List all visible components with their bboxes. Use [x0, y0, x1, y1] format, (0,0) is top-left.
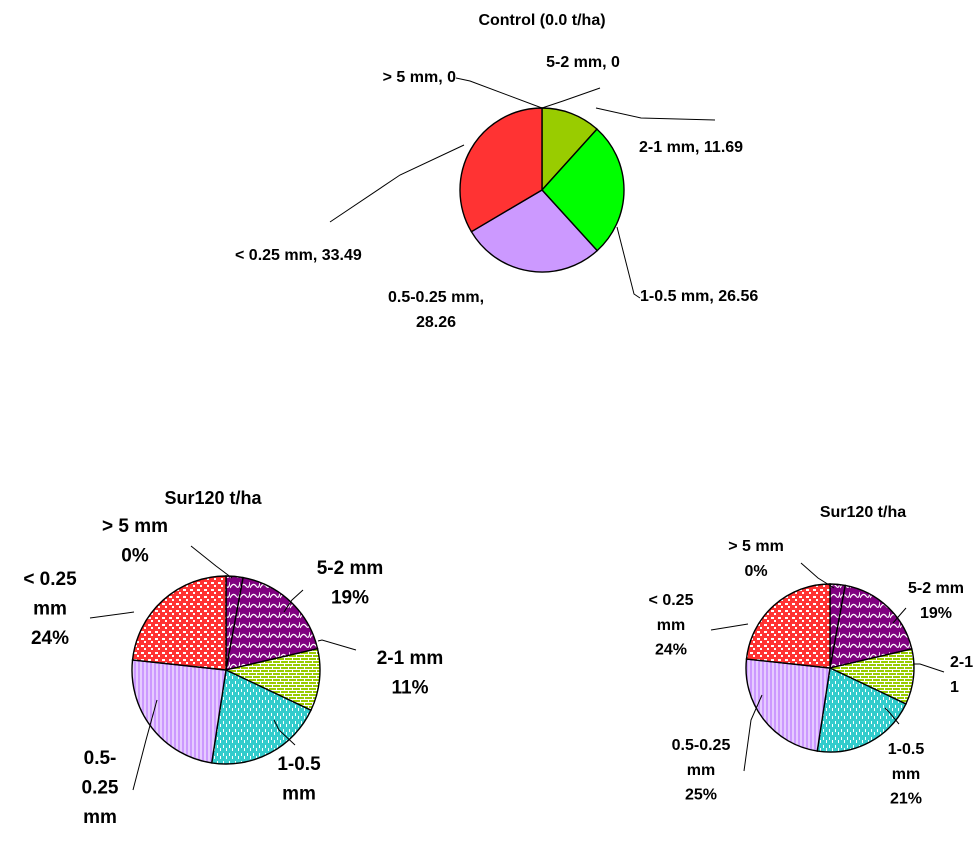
data-label-0-5-0-25-mm: 0.25 [82, 777, 119, 798]
leader-line-1-0-5-mm [616, 226, 641, 299]
data-label-2-1-mm: 2-1 mm [377, 648, 444, 669]
data-label-lt-0-25-mm: < 0.25 mm, 33.49 [235, 247, 362, 264]
data-label-2-1-mm: 2-1 mm, 11.69 [639, 139, 743, 156]
leader-line-0-5-0-25-mm [743, 694, 763, 772]
data-label-lt-0-25-mm: mm [33, 598, 67, 619]
leader-line-1-0-5-mm [884, 707, 900, 725]
data-label-lt-0-25-mm: < 0.25 [649, 592, 694, 609]
data-label-lt-0-25-mm: 24% [31, 628, 69, 649]
pie-slice-1-0-5-mm [210, 668, 312, 765]
leader-line-0-5-0-25-mm [132, 699, 158, 791]
chart-title: Control (0.0 t/ha) [478, 12, 605, 29]
leader-line-gt-5-mm [800, 562, 835, 589]
data-label-gt-5-mm: 0% [744, 563, 767, 580]
pie-slice-0-5-0-25-mm [470, 189, 599, 273]
data-label-1-0-5-mm: mm [282, 783, 316, 804]
data-label-0-5-0-25-mm: mm [83, 807, 117, 828]
data-label-5-2-mm: 19% [920, 605, 952, 622]
leader-line-2-1-mm [913, 663, 945, 673]
data-label-lt-0-25-mm: mm [657, 617, 685, 634]
pie-slice-0-5-0-25-mm [745, 658, 831, 752]
pie-slice-lt-0-25-mm [745, 583, 831, 669]
pie-slice-lt-0-25-mm [459, 107, 543, 233]
data-label-lt-0-25-mm: < 0.25 [23, 569, 77, 590]
leader-line-gt-5-mm [455, 77, 543, 109]
pie-slice-0-5-0-25-mm [131, 659, 227, 764]
leader-line-1-0-5-mm [273, 719, 296, 746]
data-label-1-0-5-mm: 1-0.5 mm, 26.56 [640, 288, 758, 305]
pie-slice-lt-0-25-mm [131, 575, 227, 671]
data-label-0-5-0-25-mm: 0.5-0.25 mm, [388, 289, 484, 306]
data-label-1-0-5-mm: 1-0.5 [888, 741, 925, 758]
data-label-0-5-0-25-mm: 0.5-0.25 [672, 737, 731, 754]
data-label-5-2-mm: 19% [331, 587, 369, 608]
pie-chart-2: Sur120 t/ha > 5 mm 0% 5-2 mm 19% 2-1 mm 11% 1-0… [23, 488, 443, 828]
pie-slice-1-0-5-mm [816, 666, 907, 753]
data-label-2-1-mm: 11% [392, 677, 429, 698]
data-label-0-5-0-25-mm: 0.5- [84, 748, 117, 769]
leader-line-lt-0-25-mm [89, 611, 135, 619]
data-label-5-2-mm: 5-2 mm, 0 [546, 54, 620, 71]
leader-line-2-1-mm [317, 639, 357, 651]
data-label-lt-0-25-mm: 24% [655, 642, 687, 659]
data-label-5-2-mm: 5-2 mm [317, 558, 384, 579]
data-label-1-0-5-mm: 21% [890, 791, 922, 808]
pie-chart-3: Sur120 t/ha > 5 mm 0% 5-2 mm 19% 2-1 1 1-0.5 mm 2… [649, 504, 974, 808]
data-label-0-5-0-25-mm: 28.26 [416, 314, 456, 331]
leader-line-5-2-mm [892, 607, 907, 624]
data-label-gt-5-mm: > 5 mm [728, 538, 784, 555]
data-label-gt-5-mm: > 5 mm, 0 [383, 69, 456, 86]
data-label-1-0-5-mm: 1-0.5 [277, 754, 321, 775]
leader-line-2-1-mm [595, 107, 716, 121]
data-label-2-1-mm: 2-1 [950, 654, 973, 671]
data-label-0-5-0-25-mm: mm [687, 762, 715, 779]
data-label-1-0-5-mm: mm [892, 766, 920, 783]
chart-title: Sur120 t/ha [164, 488, 262, 508]
chart-title: Sur120 t/ha [820, 504, 906, 521]
leader-line-5-2-mm [541, 87, 601, 109]
data-label-5-2-mm: 5-2 mm [908, 580, 964, 597]
data-label-gt-5-mm: 0% [121, 545, 149, 566]
data-label-2-1-mm: 1 [950, 679, 959, 696]
leader-line-gt-5-mm [190, 545, 233, 579]
pie-slice-1-0-5-mm [541, 128, 625, 252]
data-label-0-5-0-25-mm: 25% [685, 787, 717, 804]
leader-line-lt-0-25-mm [329, 144, 465, 223]
leader-line-5-2-mm [283, 589, 304, 613]
pie-chart-1: Control (0.0 t/ha) 5-2 mm, 0 2-1 mm, 11.69… [235, 12, 758, 331]
data-label-gt-5-mm: > 5 mm [102, 516, 168, 537]
leader-line-lt-0-25-mm [710, 623, 749, 631]
pie-slice-5-2-mm [829, 584, 913, 669]
